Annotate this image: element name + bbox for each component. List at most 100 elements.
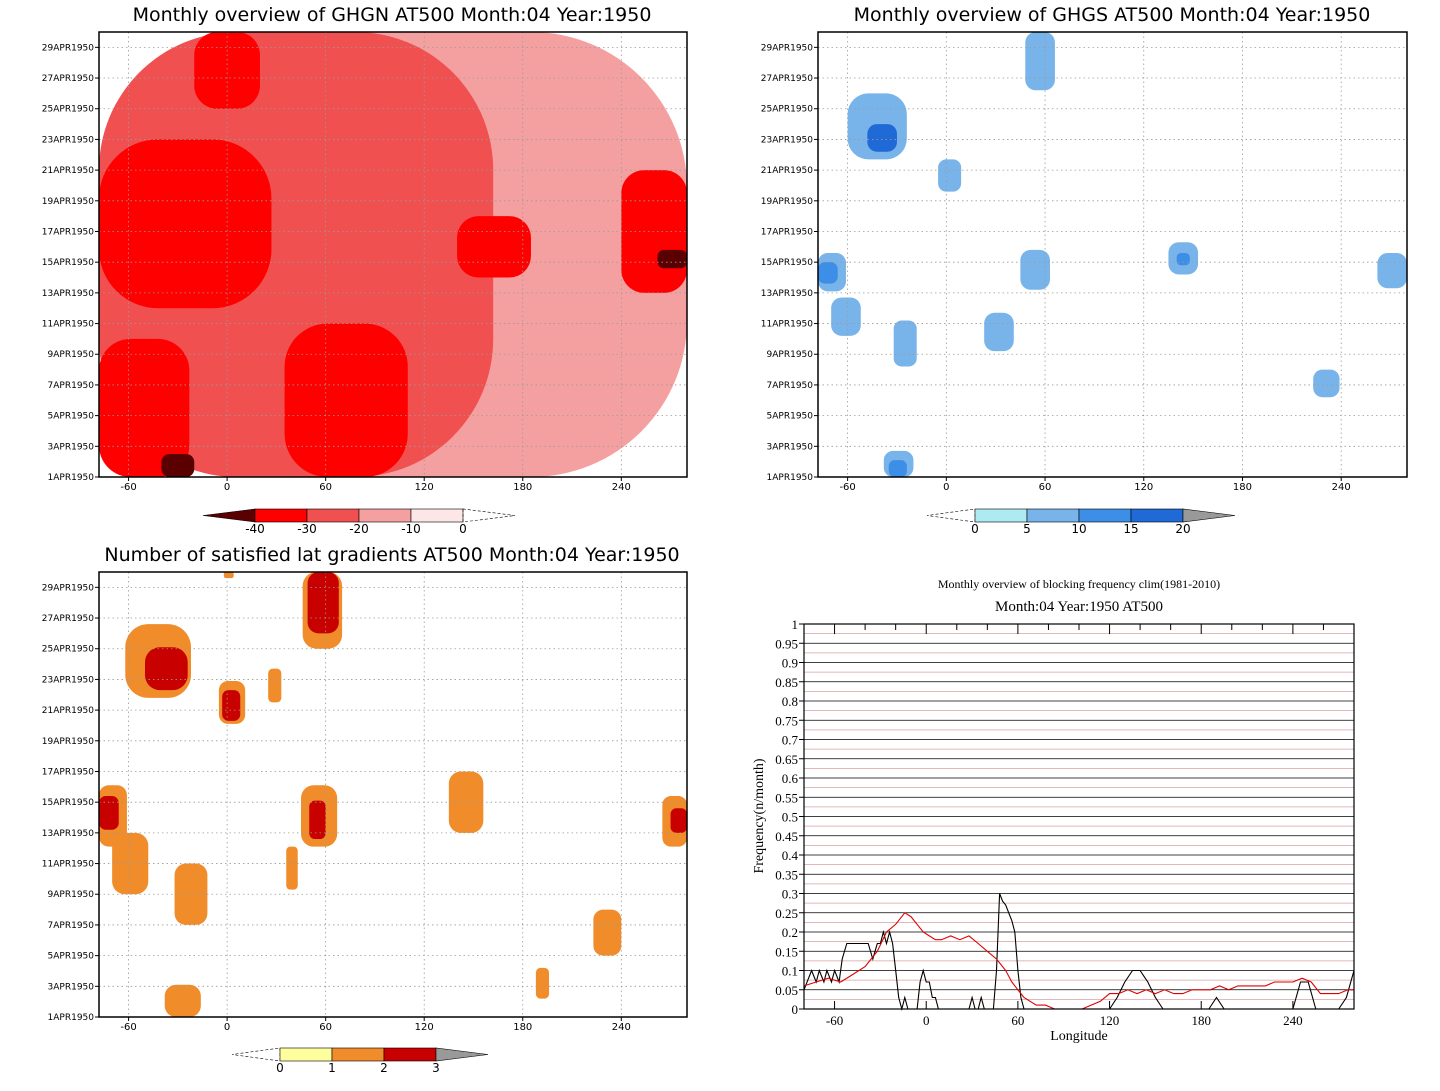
y-tick-label: 17APR1950 xyxy=(761,227,813,237)
contour-region xyxy=(938,159,962,192)
colorbar-right-arrow xyxy=(462,508,516,523)
contour-region xyxy=(144,647,188,691)
y-tick-label: 0.85 xyxy=(775,675,798,690)
colorbar-segment xyxy=(331,1047,385,1062)
contour-region xyxy=(457,216,531,278)
y-tick-label: 15APR1950 xyxy=(761,258,813,268)
x-tick-label: 240 xyxy=(612,482,631,493)
x-tick-label: 240 xyxy=(1332,482,1351,493)
x-tick-label: 180 xyxy=(513,482,532,493)
frequency-ylabel: Frequency(n/month) xyxy=(752,758,767,873)
x-tick-label: 0 xyxy=(224,482,230,493)
x-tick-label: -60 xyxy=(839,482,855,493)
y-tick-label: 15APR1950 xyxy=(42,798,94,808)
y-tick-label: 17APR1950 xyxy=(42,767,94,777)
contour-region xyxy=(307,572,339,634)
colorbar-segment xyxy=(1078,508,1132,523)
colorbar-label: 2 xyxy=(380,1061,388,1075)
contour-region xyxy=(286,846,298,890)
x-tick-label: 120 xyxy=(1134,482,1153,493)
y-tick-label: 21APR1950 xyxy=(42,166,94,176)
plot-frame xyxy=(98,31,688,478)
y-tick-label: 0.2 xyxy=(782,925,798,940)
y-tick-label: 0.7 xyxy=(782,733,799,748)
colorbar-segment xyxy=(1026,508,1080,523)
y-tick-label: 0.05 xyxy=(775,983,798,998)
y-tick-label: 0.6 xyxy=(782,771,799,786)
ghgn-title: Monthly overview of GHGN AT500 Month:04 … xyxy=(133,4,652,26)
x-tick-label: 120 xyxy=(1100,1013,1120,1028)
y-tick-label: 11APR1950 xyxy=(42,860,94,870)
y-tick-label: 0.3 xyxy=(782,887,798,902)
plot-background xyxy=(818,32,1407,477)
ghgn-colorbar: -40 -30 -20 -10 0 xyxy=(202,508,516,536)
plot-frame xyxy=(98,571,688,1018)
x-tick-label: 60 xyxy=(319,482,332,493)
x-tick-label: -60 xyxy=(826,1013,843,1028)
colorbar-label: -40 xyxy=(245,522,265,536)
contour-region xyxy=(164,984,201,1017)
y-tick-label: 23APR1950 xyxy=(761,135,813,145)
y-tick-label: 11APR1950 xyxy=(42,320,94,330)
ghgs-colorbar: 0 5 10 15 20 xyxy=(926,508,1236,536)
colorbar-label: 0 xyxy=(276,1061,284,1075)
colorbar-right-arrow xyxy=(1182,508,1236,523)
y-tick-label: 0.5 xyxy=(782,810,798,825)
y-tick-label: 29APR1950 xyxy=(42,43,94,53)
x-tick-label: 0 xyxy=(923,1013,930,1028)
y-tick-label: 13APR1950 xyxy=(42,829,94,839)
contour-region xyxy=(223,572,234,579)
x-tick-label: 120 xyxy=(415,1022,434,1033)
y-tick-label: 7APR1950 xyxy=(48,381,95,391)
x-tick-label: -60 xyxy=(120,482,136,493)
y-tick-label: 0.95 xyxy=(775,636,798,651)
x-tick-label: 60 xyxy=(319,1022,332,1033)
contour-region xyxy=(1025,32,1055,91)
colorbar-segment xyxy=(279,1047,333,1062)
colorbar-segment xyxy=(1130,508,1184,523)
y-tick-label: 27APR1950 xyxy=(761,74,813,84)
plot-frame xyxy=(803,623,1355,1010)
contour-region xyxy=(194,32,260,109)
gradients-colorbar: 0 1 2 3 xyxy=(231,1047,489,1075)
contour-region xyxy=(112,832,149,895)
y-tick-label: 21APR1950 xyxy=(761,166,813,176)
y-tick-label: 1APR1950 xyxy=(48,1013,95,1023)
y-tick-label: 11APR1950 xyxy=(761,320,813,330)
y-tick-label: 19APR1950 xyxy=(761,197,813,207)
y-tick-label: 3APR1950 xyxy=(48,442,95,452)
y-tick-label: 5APR1950 xyxy=(48,412,95,422)
y-tick-label: 17APR1950 xyxy=(42,227,94,237)
colorbar-left-arrow xyxy=(926,508,976,523)
colorbar-left-arrow xyxy=(202,508,256,523)
ghgs-title: Monthly overview of GHGS AT500 Month:04 … xyxy=(854,4,1371,26)
y-tick-label: 0.65 xyxy=(775,752,798,767)
ghgn-plot: -60 0 60 120 180 240 1APR1950 3APR1950 5APR1950 7… xyxy=(42,31,688,493)
y-tick-label: 0.15 xyxy=(775,944,798,959)
x-tick-label: 240 xyxy=(612,1022,631,1033)
frequency-title: Monthly overview of blocking frequency c… xyxy=(938,577,1220,591)
contour-region xyxy=(222,690,241,721)
frequency-subtitle: Month:04 Year:1950 AT500 xyxy=(995,599,1163,615)
y-tick-label: 0.55 xyxy=(775,790,798,805)
gradients-title: Number of satisfied lat gradients AT500 … xyxy=(104,544,679,566)
contour-region xyxy=(893,320,917,367)
x-tick-label: 120 xyxy=(415,482,434,493)
contour-region xyxy=(161,453,195,477)
y-tick-label: 0.4 xyxy=(782,848,799,863)
colorbar-segment xyxy=(410,508,464,523)
y-tick-label: 7APR1950 xyxy=(48,921,95,931)
frequency-xlabel: Longitude xyxy=(1050,1029,1108,1044)
contour-region xyxy=(984,312,1014,352)
contour-region xyxy=(309,800,326,839)
y-tick-label: 0.8 xyxy=(782,694,798,709)
contour-region xyxy=(670,808,687,833)
y-tick-label: 5APR1950 xyxy=(48,952,95,962)
x-tick-label: 60 xyxy=(1039,482,1052,493)
y-tick-label: 25APR1950 xyxy=(42,105,94,115)
colorbar-label: -10 xyxy=(401,522,421,536)
colorbar-label: 1 xyxy=(328,1061,336,1075)
contour-region xyxy=(657,249,687,269)
y-tick-label: 29APR1950 xyxy=(42,583,94,593)
colorbar-label: 10 xyxy=(1071,522,1086,536)
